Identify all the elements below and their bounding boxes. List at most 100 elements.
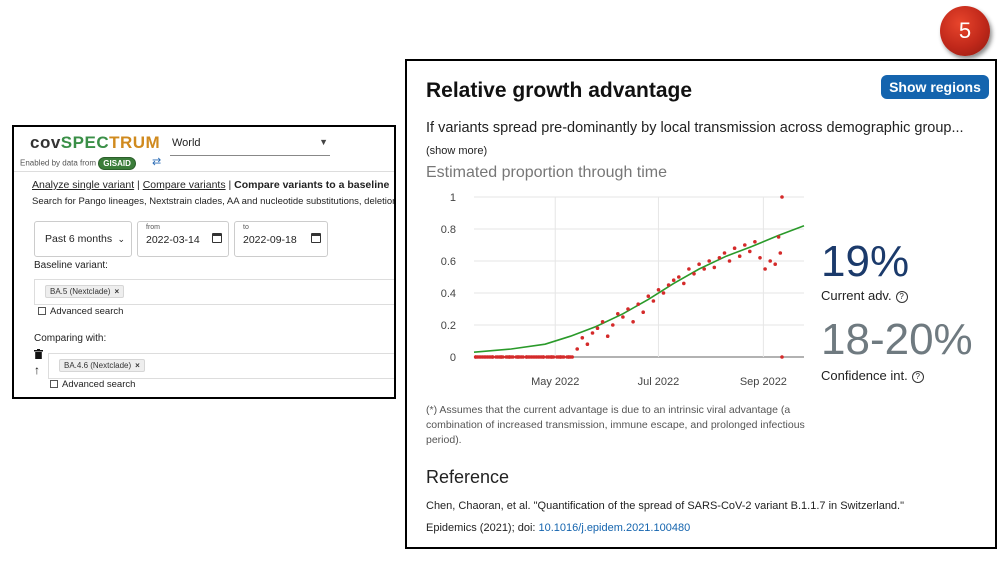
show-more-link[interactable]: (show more) [426,145,488,157]
advanced-search-label: Advanced search [62,379,136,390]
data-point [631,320,635,324]
data-point [671,278,676,282]
data-point [600,320,605,324]
description-text: If variants spread pre-dominantly by loc… [426,120,964,136]
y-tick-label: 0.6 [441,256,456,268]
fitted-curve [473,225,805,353]
data-point [737,254,742,258]
nav-compare-variants[interactable]: Compare variants [142,179,226,191]
panel-description: If variants spread pre-dominantly by loc… [426,117,976,162]
nav-compare-baseline[interactable]: Compare variants to a baseline [234,179,390,191]
y-tick-label: 0.8 [441,224,456,236]
data-point [697,262,701,266]
comparing-advanced-search[interactable]: Advanced search [50,379,135,390]
data-point [501,355,505,359]
chevron-down-icon: ▼ [319,137,328,147]
help-icon[interactable]: ? [895,291,908,303]
y-tick-label: 1 [450,192,456,204]
data-point [636,302,640,306]
x-tick-label: May 2022 [531,376,579,388]
data-point [590,331,595,335]
data-point [616,312,620,316]
gisaid-logo[interactable]: GISAID [98,157,136,170]
data-credit: Enabled by data from GISAID [20,157,136,170]
date-to-input[interactable]: to 2022-09-18 [234,221,328,257]
data-point [780,355,784,359]
x-axis-ticks: May 2022 Jul 2022 Sep 2022 [531,376,787,388]
date-to-value: 2022-09-18 [243,234,297,246]
footnote: (*) Assumes that the current advantage i… [426,404,805,446]
data-point [677,275,681,279]
arrow-up-icon[interactable]: ↑ [34,363,40,377]
data-point [707,259,711,263]
variant-chip: BA.4.6 (Nextclade) × [59,359,145,372]
data-point [743,243,747,247]
data-point [702,267,706,271]
data-point [626,307,630,311]
data-point [712,265,717,270]
baseline-variant-input[interactable]: BA.5 (Nextclade) × [34,279,394,305]
search-hint: Search for Pango lineages, Nextstrain cl… [32,196,396,207]
current-advantage-label: Current adv.? [821,288,908,303]
data-point [748,249,752,254]
logo-part-spec: SPEC [60,133,110,152]
data-point [511,355,515,359]
location-select[interactable]: World ▼ [170,137,330,156]
y-tick-label: 0.2 [441,320,456,332]
app-logo[interactable]: covSPECTRUM [30,133,160,153]
data-point [585,342,590,346]
doi-link[interactable]: 10.1016/j.epidem.2021.100480 [538,522,691,534]
calendar-icon[interactable] [212,233,222,243]
data-point [732,246,737,250]
swap-icon[interactable]: ⇄ [152,156,162,168]
calendar-icon[interactable] [311,233,321,243]
checkbox[interactable] [38,307,46,316]
show-regions-button[interactable]: Show regions [881,75,989,99]
panel-title: Relative growth advantage [426,79,693,102]
checkbox[interactable] [50,380,58,389]
data-point [646,294,651,298]
date-from-value: 2022-03-14 [146,234,200,246]
nav-separator: | [225,179,235,191]
variant-chip-label: BA.4.6 (Nextclade) [64,361,132,370]
date-from-label: from [146,224,160,231]
data-point [651,299,656,303]
period-select[interactable]: Past 6 months ⌄ [34,221,132,257]
data-point [763,267,767,271]
y-axis-ticks: 0 0.2 0.4 0.6 0.8 1 [441,192,456,364]
remove-chip-icon[interactable]: × [114,287,120,296]
baseline-advanced-search[interactable]: Advanced search [38,306,123,317]
chart-title: Estimated proportion through time [426,164,668,181]
data-point [682,281,686,286]
data-point [521,355,525,359]
reference-heading: Reference [426,467,510,487]
reference-journal: Epidemics (2021); doi: [426,522,539,534]
nav-separator: | [134,179,143,191]
location-value: World [172,137,201,149]
variant-selector-panel: covSPECTRUM Enabled by data from GISAID … [12,125,396,399]
data-point [580,336,585,340]
baseline-label: Baseline variant: [34,260,108,271]
logo-part-trum: TRUM [109,133,161,152]
comparing-variant-input[interactable]: BA.4.6 (Nextclade) × [48,353,394,379]
remove-chip-icon[interactable]: × [135,361,140,370]
data-point [605,334,610,338]
data-point [666,283,671,287]
nav-analyze-single[interactable]: Analyze single variant [32,179,135,191]
data-point [780,195,784,199]
trash-icon[interactable] [34,349,43,362]
data-point [490,355,495,359]
help-icon[interactable]: ? [911,371,924,383]
data-point [773,262,777,266]
growth-advantage-panel: Relative growth advantage Show regions I… [405,59,997,549]
data-point [717,256,722,260]
data-point [776,235,781,239]
date-from-input[interactable]: from 2022-03-14 [137,221,229,257]
confidence-interval-label: Confidence int.? [821,368,924,383]
data-point [561,355,566,359]
data-point [758,256,762,260]
confidence-interval-value: 18-20% [821,315,973,364]
data-point [768,259,772,263]
chevron-down-icon: ⌄ [117,234,125,244]
data-point [570,355,574,359]
